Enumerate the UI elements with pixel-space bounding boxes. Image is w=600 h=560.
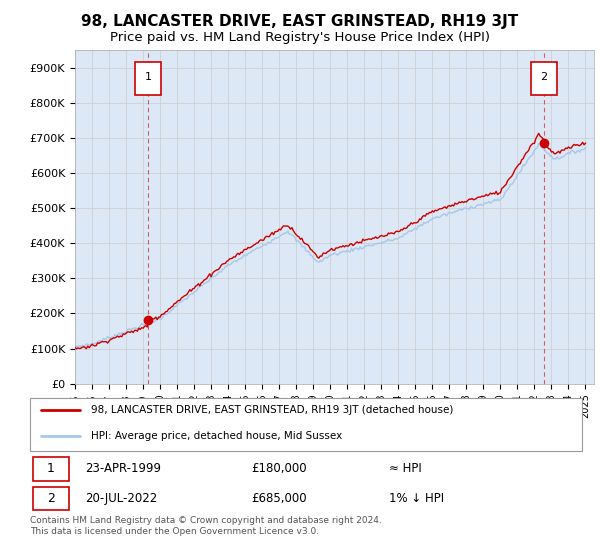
- Text: 98, LANCASTER DRIVE, EAST GRINSTEAD, RH19 3JT: 98, LANCASTER DRIVE, EAST GRINSTEAD, RH1…: [82, 14, 518, 29]
- FancyBboxPatch shape: [531, 62, 557, 95]
- FancyBboxPatch shape: [136, 62, 161, 95]
- FancyBboxPatch shape: [33, 487, 68, 510]
- FancyBboxPatch shape: [30, 398, 582, 451]
- Text: 2: 2: [47, 492, 55, 505]
- Text: 1% ↓ HPI: 1% ↓ HPI: [389, 492, 444, 505]
- Text: 2: 2: [540, 72, 547, 82]
- Text: £180,000: £180,000: [251, 463, 307, 475]
- Text: HPI: Average price, detached house, Mid Sussex: HPI: Average price, detached house, Mid …: [91, 431, 342, 441]
- Text: Price paid vs. HM Land Registry's House Price Index (HPI): Price paid vs. HM Land Registry's House …: [110, 31, 490, 44]
- Text: 20-JUL-2022: 20-JUL-2022: [85, 492, 157, 505]
- Text: 1: 1: [145, 72, 152, 82]
- Text: 98, LANCASTER DRIVE, EAST GRINSTEAD, RH19 3JT (detached house): 98, LANCASTER DRIVE, EAST GRINSTEAD, RH1…: [91, 405, 453, 416]
- Text: 23-APR-1999: 23-APR-1999: [85, 463, 161, 475]
- Text: 1: 1: [47, 463, 55, 475]
- Text: Contains HM Land Registry data © Crown copyright and database right 2024.
This d: Contains HM Land Registry data © Crown c…: [30, 516, 382, 536]
- Text: £685,000: £685,000: [251, 492, 307, 505]
- Text: ≈ HPI: ≈ HPI: [389, 463, 422, 475]
- FancyBboxPatch shape: [33, 457, 68, 480]
